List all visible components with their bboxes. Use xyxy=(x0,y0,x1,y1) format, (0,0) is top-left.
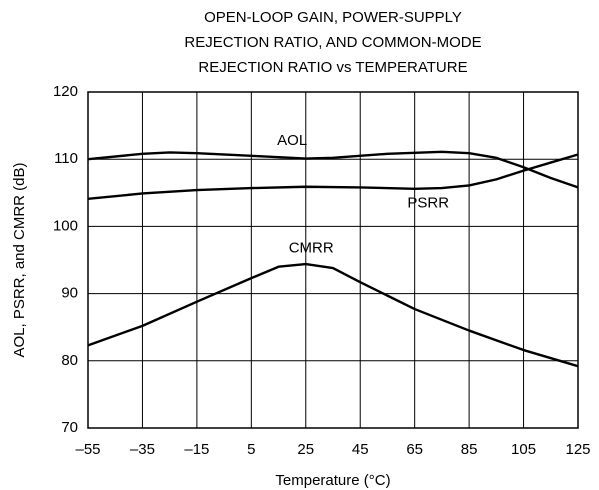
chart-title: REJECTION RATIO, AND COMMON-MODE xyxy=(184,34,481,51)
x-tick-label: 85 xyxy=(461,441,478,458)
x-tick-label: –15 xyxy=(184,441,209,458)
y-tick-label: 100 xyxy=(53,217,78,234)
series-label: CMRR xyxy=(289,240,334,257)
series-label: AOL xyxy=(277,132,307,149)
y-tick-label: 120 xyxy=(53,83,78,100)
x-tick-label: 45 xyxy=(352,441,369,458)
x-tick-label: –55 xyxy=(75,441,100,458)
y-tick-label: 110 xyxy=(54,150,78,167)
y-tick-label: 90 xyxy=(61,285,78,302)
line-series xyxy=(87,150,579,189)
x-tick-label: 65 xyxy=(406,441,423,458)
line-series xyxy=(87,153,579,201)
line-series xyxy=(87,262,579,368)
y-axis-label: AOL, PSRR, and CMRR (dB) xyxy=(11,162,28,357)
series-label: PSRR xyxy=(407,195,449,212)
x-tick-label: 25 xyxy=(297,441,314,458)
y-tick-label: 70 xyxy=(61,419,78,436)
x-tick-label: 5 xyxy=(247,441,255,458)
x-tick-label: –35 xyxy=(130,441,155,458)
x-axis-label: Temperature (°C) xyxy=(275,472,390,489)
y-tick-label: 80 xyxy=(61,352,78,369)
x-tick-label: 125 xyxy=(565,441,590,458)
x-tick-label: 105 xyxy=(511,441,536,458)
plot-frame xyxy=(87,91,579,429)
chart-title: REJECTION RATIO vs TEMPERATURE xyxy=(198,59,467,76)
chart-title: OPEN-LOOP GAIN, POWER-SUPPLY xyxy=(204,9,462,26)
